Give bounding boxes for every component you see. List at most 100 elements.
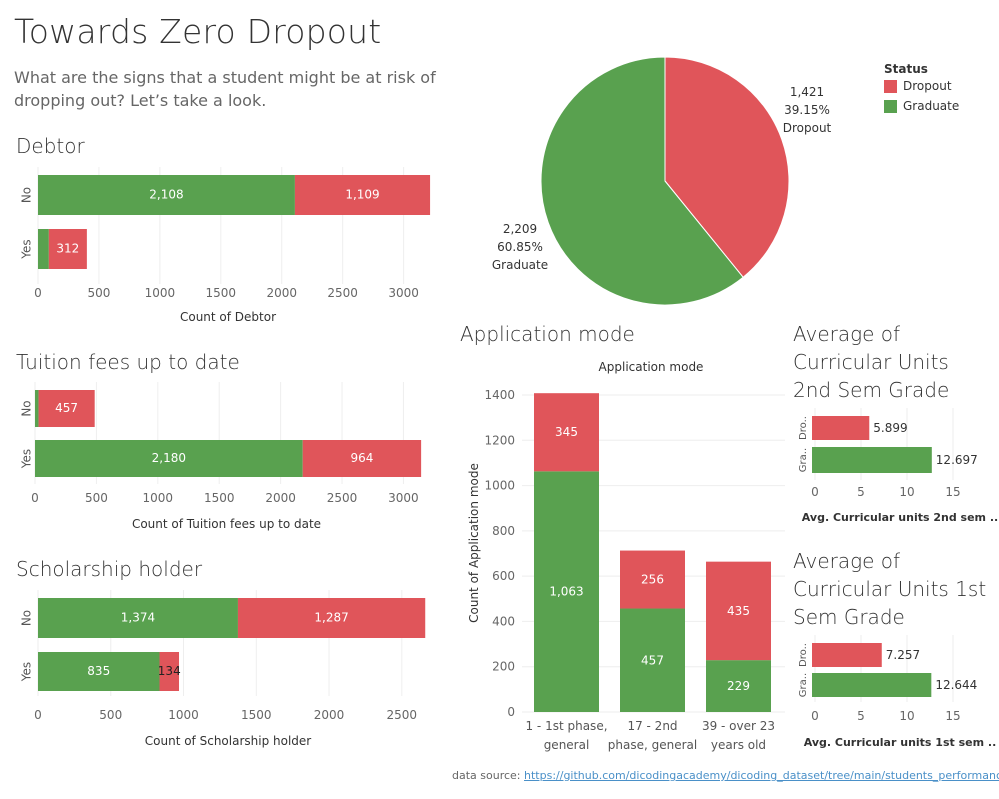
- application-tick-label: 0: [507, 705, 515, 719]
- pie-name-label: Dropout: [783, 121, 832, 135]
- tuition-x-axis-label: Count of Tuition fees up to date: [132, 517, 321, 531]
- scholarship-x-axis-label: Count of Scholarship holder: [145, 734, 312, 748]
- grade1-bar-graduate: [812, 673, 932, 697]
- tuition-category-label: Yes: [20, 449, 34, 469]
- application-title: Application mode: [460, 322, 635, 346]
- application-category-label: years old: [711, 738, 766, 752]
- legend-item-dropout[interactable]: Dropout: [884, 76, 959, 96]
- scholarship-tick-label: 500: [99, 708, 122, 722]
- legend: Status Dropout Graduate: [884, 62, 959, 116]
- application-tick-label: 1400: [484, 388, 515, 402]
- debtor-bar-graduate: [38, 175, 295, 215]
- pie-slice-graduate: [540, 56, 744, 306]
- grade1-tick-label: 10: [899, 709, 914, 723]
- grade2-data-label: 5.899: [873, 421, 907, 435]
- tuition-tick-label: 0: [31, 491, 39, 505]
- debtor-bar-dropout: [48, 229, 87, 269]
- tuition-tick-label: 2000: [265, 491, 296, 505]
- application-data-label: 457: [641, 653, 664, 667]
- pie-percent-label: 39.15%: [784, 103, 830, 117]
- application-category-label: general: [544, 738, 590, 752]
- data-source-link[interactable]: https://github.com/dicodingacademy/dicod…: [524, 769, 999, 782]
- legend-item-graduate[interactable]: Graduate: [884, 96, 959, 116]
- debtor-tick-label: 2500: [327, 286, 358, 300]
- debtor-x-axis-label: Count of Debtor: [180, 310, 276, 324]
- dropout-swatch: [884, 79, 897, 93]
- scholarship-tick-label: 1500: [241, 708, 272, 722]
- application-bar-graduate: [620, 608, 685, 712]
- application-data-label: 435: [727, 604, 750, 618]
- legend-title: Status: [884, 62, 928, 76]
- data-source: data source: https://github.com/dicoding…: [452, 769, 999, 782]
- debtor-tick-label: 500: [87, 286, 110, 300]
- grade1-category-label: Dro..: [798, 643, 809, 667]
- tuition-tick-label: 500: [85, 491, 108, 505]
- scholarship-category-label: No: [20, 610, 34, 626]
- legend-label-graduate: Graduate: [903, 99, 960, 113]
- grade2-title: Average of Curricular Units 2nd Sem Grad…: [793, 322, 950, 402]
- scholarship-title: Scholarship holder: [16, 557, 203, 581]
- debtor-category-label: No: [20, 187, 34, 203]
- grade1-tick-label: 15: [945, 709, 960, 723]
- grade2-category-label: Gra..: [798, 448, 809, 472]
- application-tick-label: 1000: [484, 479, 515, 493]
- pie-slice-dropout: [664, 56, 790, 278]
- application-tick-label: 600: [492, 569, 515, 583]
- scholarship-bar-dropout: [159, 652, 180, 691]
- grade1-data-label: 7.257: [886, 648, 920, 662]
- pie-count-label: 2,209: [503, 222, 537, 236]
- scholarship-category-label: Yes: [20, 662, 34, 682]
- scholarship-tick-label: 0: [34, 708, 42, 722]
- application-bar-dropout: [620, 550, 685, 609]
- grade2-bar-graduate: [812, 447, 932, 473]
- application-tick-label: 1200: [484, 433, 515, 447]
- scholarship-tick-label: 2000: [314, 708, 345, 722]
- grade2-tick-label: 0: [811, 485, 819, 499]
- scholarship-tick-label: 1000: [168, 708, 199, 722]
- tuition-tick-label: 2500: [327, 491, 358, 505]
- application-bar-dropout: [706, 561, 771, 661]
- grade2-data-label: 12.697: [936, 453, 978, 467]
- scholarship-data-label: 1,374: [121, 611, 155, 625]
- application-category-label: 17 - 2nd: [627, 719, 677, 733]
- application-data-label: 256: [641, 573, 664, 587]
- application-tick-label: 400: [492, 614, 515, 628]
- grade2-bar-dropout: [812, 416, 870, 440]
- grade2-x-axis-label: Avg. Curricular units 2nd sem ..: [802, 511, 998, 524]
- tuition-bar-dropout: [38, 390, 95, 427]
- application-bar-graduate: [534, 471, 599, 712]
- tuition-bar-dropout: [302, 440, 422, 477]
- tuition-tick-label: 1500: [204, 491, 235, 505]
- debtor-tick-label: 2000: [266, 286, 297, 300]
- application-data-label: 1,063: [549, 585, 583, 599]
- scholarship-bar-dropout: [237, 598, 426, 638]
- debtor-tick-label: 1000: [145, 286, 176, 300]
- scholarship-data-label: 1,287: [314, 611, 348, 625]
- grade2-tick-label: 15: [945, 485, 960, 499]
- tuition-bar-graduate: [35, 440, 303, 477]
- scholarship-bar-graduate: [38, 598, 238, 638]
- application-category-label: 1 - 1st phase,: [525, 719, 607, 733]
- grade1-category-label: Gra..: [798, 673, 809, 697]
- grade1-tick-label: 0: [811, 709, 819, 723]
- application-data-label: 229: [727, 679, 750, 693]
- tuition-tick-label: 3000: [388, 491, 419, 505]
- grade1-tick-label: 5: [857, 709, 865, 723]
- debtor-tick-label: 1500: [206, 286, 237, 300]
- dashboard-title: Towards Zero Dropout: [14, 12, 382, 51]
- debtor-category-label: Yes: [20, 239, 34, 259]
- tuition-bar-graduate: [35, 390, 39, 427]
- application-y-axis-label: Count of Application mode: [467, 463, 481, 623]
- graduate-swatch: [884, 99, 897, 113]
- debtor-bar-graduate: [38, 229, 49, 269]
- grade1-bar-dropout: [812, 643, 882, 667]
- debtor-tick-label: 0: [34, 286, 42, 300]
- tuition-data-label: 2,180: [152, 451, 186, 465]
- tuition-data-label: 964: [350, 451, 373, 465]
- scholarship-data-label: 835: [87, 664, 110, 678]
- debtor-bar-dropout: [294, 175, 431, 215]
- pie-name-label: Graduate: [492, 258, 548, 272]
- tuition-title: Tuition fees up to date: [16, 350, 240, 374]
- grade1-x-axis-label: Avg. Curricular units 1st sem ..: [804, 736, 997, 749]
